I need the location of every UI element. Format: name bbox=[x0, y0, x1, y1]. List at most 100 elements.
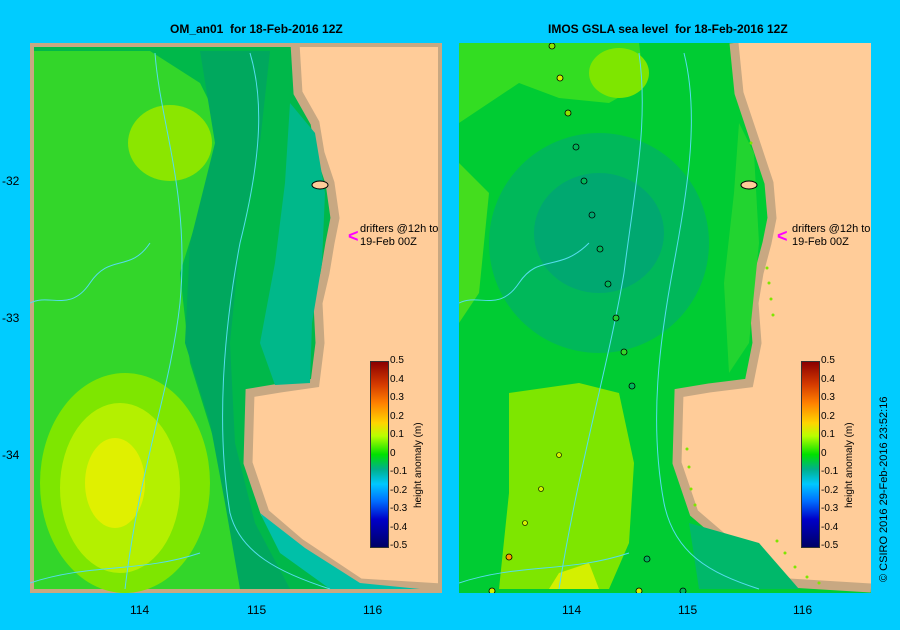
track-point bbox=[564, 109, 572, 117]
central-low-band bbox=[185, 51, 290, 589]
track-point bbox=[488, 587, 496, 593]
track-point bbox=[556, 452, 562, 458]
colorbar-tick-label: 0.2 bbox=[390, 410, 404, 422]
rottnest-island bbox=[311, 180, 329, 190]
south-high-zone bbox=[499, 383, 634, 589]
track-point bbox=[596, 245, 604, 253]
bathymetry-contour-1 bbox=[558, 52, 643, 590]
track-point bbox=[805, 575, 809, 579]
right-panel-title: IMOS GSLA sea level for 18-Feb-2016 12Z bbox=[548, 22, 788, 36]
track-point bbox=[693, 503, 697, 507]
bathymetry-contour-4 bbox=[30, 552, 201, 584]
track-point bbox=[771, 313, 775, 317]
colorbar-tick-label: 0 bbox=[390, 447, 396, 459]
track-point bbox=[635, 587, 643, 593]
colorbar-tick-label: -0.5 bbox=[821, 540, 839, 551]
track-point bbox=[689, 487, 693, 491]
colorbar-tick-label: 0.1 bbox=[821, 429, 835, 440]
colorbar-tick-label: 0.3 bbox=[821, 392, 835, 403]
track-point bbox=[588, 211, 596, 219]
left-map-canvas bbox=[30, 43, 442, 593]
colorbar-tick-label: -0.2 bbox=[821, 484, 839, 496]
track-point bbox=[505, 553, 513, 561]
left-map-panel: < drifters @12h to 19-Feb 00Z bbox=[30, 43, 442, 593]
colorbar-tick-label: 0 bbox=[821, 447, 827, 459]
track-point bbox=[604, 280, 612, 288]
track-point bbox=[749, 141, 753, 145]
south-shelf-zone bbox=[260, 513, 420, 589]
track-point bbox=[767, 281, 771, 285]
central-low-core bbox=[534, 173, 664, 293]
colorbar-tick-label: -0.1 bbox=[390, 466, 408, 477]
bathymetry-contour-3 bbox=[459, 242, 590, 304]
right-map-panel: < drifters @12h to 19-Feb 00Z bbox=[459, 43, 871, 593]
track-point bbox=[643, 555, 651, 563]
right-map-canvas bbox=[459, 43, 871, 593]
colorbar-right bbox=[801, 361, 820, 548]
track-point bbox=[580, 177, 588, 185]
coastal-track-points bbox=[685, 141, 821, 585]
colorbar-right-title: height anomaly (m) bbox=[844, 422, 855, 508]
track-point bbox=[687, 465, 691, 469]
x-tick-label: 115 bbox=[678, 603, 698, 617]
x-tick-label: 114 bbox=[562, 603, 582, 617]
drifters-note-line1: drifters @12h to bbox=[792, 223, 871, 235]
track-point bbox=[793, 565, 797, 569]
drifters-note-line1: drifters @12h to bbox=[360, 223, 439, 235]
bathymetry-contour-1 bbox=[124, 52, 183, 590]
bathymetry-contour-3 bbox=[30, 242, 151, 304]
colorbar-tick-label: -0.2 bbox=[390, 484, 408, 496]
drifters-note-line2: 19-Feb 00Z bbox=[360, 236, 417, 248]
drifter-arrow-icon: < bbox=[777, 226, 788, 246]
track-point bbox=[765, 266, 769, 270]
shelf-low-zone bbox=[260, 103, 325, 385]
x-tick-label: 116 bbox=[793, 603, 813, 617]
bathymetry-contour-4 bbox=[459, 552, 630, 584]
colorbar-tick-label: 0.1 bbox=[390, 429, 404, 440]
north-eddy bbox=[589, 48, 649, 98]
x-tick-label: 116 bbox=[363, 603, 383, 617]
track-point bbox=[685, 447, 689, 451]
colorbar-tick-label: -0.3 bbox=[821, 503, 839, 514]
west-high-zone bbox=[459, 163, 489, 323]
track-point bbox=[548, 43, 556, 50]
y-tick-label: -34 bbox=[2, 448, 20, 462]
altimeter-track-points bbox=[488, 43, 687, 593]
drifters-note-line2: 19-Feb 00Z bbox=[792, 236, 849, 248]
colorbar-tick-label: -0.5 bbox=[390, 540, 408, 551]
south-eddy-core bbox=[85, 438, 145, 528]
y-tick-label: -33 bbox=[2, 311, 20, 325]
colorbar-tick-label: 0.4 bbox=[390, 373, 404, 385]
x-tick-label: 115 bbox=[247, 603, 267, 617]
north-eddy bbox=[128, 105, 212, 181]
bathymetry-contour-2 bbox=[222, 52, 331, 590]
south-high-core bbox=[549, 563, 599, 589]
colorbar-tick-label: 0.2 bbox=[821, 410, 835, 422]
colorbar-tick-label: -0.4 bbox=[821, 521, 839, 533]
colorbar-left-title: height anomaly (m) bbox=[413, 422, 424, 508]
colorbar-tick-label: -0.1 bbox=[821, 466, 839, 477]
x-tick-label: 114 bbox=[130, 603, 150, 617]
colorbar-tick-label: 0.3 bbox=[390, 392, 404, 403]
bathymetry-contour-2 bbox=[656, 52, 760, 590]
colorbar-left bbox=[370, 361, 389, 548]
track-point bbox=[612, 314, 620, 322]
track-point bbox=[783, 551, 787, 555]
colorbar-tick-label: -0.3 bbox=[390, 503, 408, 514]
y-tick-label: -32 bbox=[2, 174, 20, 188]
track-point bbox=[769, 297, 773, 301]
colorbar-tick-label: -0.4 bbox=[390, 521, 408, 533]
copyright-stamp: © CSIRO 2016 29-Feb-2016 23:52:16 bbox=[878, 396, 890, 582]
south-shelf-zone bbox=[689, 523, 799, 589]
colorbar-tick-label: 0.5 bbox=[821, 355, 835, 366]
track-point bbox=[817, 581, 821, 585]
track-point bbox=[538, 486, 544, 492]
track-point bbox=[628, 382, 636, 390]
track-point bbox=[556, 74, 564, 82]
coastline bbox=[243, 43, 442, 593]
drifter-arrow-icon: < bbox=[348, 226, 359, 246]
colorbar-tick-label: 0.4 bbox=[821, 373, 835, 385]
track-point bbox=[572, 143, 580, 151]
track-point bbox=[620, 348, 628, 356]
left-panel-title: OM_an01 for 18-Feb-2016 12Z bbox=[170, 22, 343, 36]
